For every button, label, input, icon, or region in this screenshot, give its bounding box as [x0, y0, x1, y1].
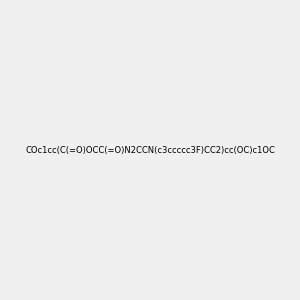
Text: COc1cc(C(=O)OCC(=O)N2CCN(c3ccccc3F)CC2)cc(OC)c1OC: COc1cc(C(=O)OCC(=O)N2CCN(c3ccccc3F)CC2)c…: [25, 146, 275, 154]
